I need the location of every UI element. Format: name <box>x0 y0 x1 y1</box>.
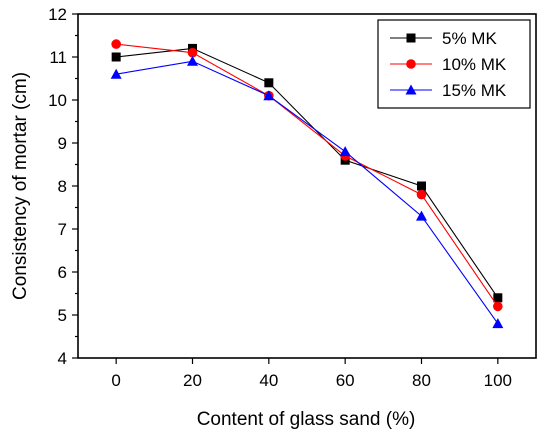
legend-marker <box>406 33 416 43</box>
data-point <box>264 78 274 88</box>
y-tick-label: 9 <box>58 134 67 153</box>
y-tick-label: 5 <box>58 306 67 325</box>
series-3 <box>110 55 504 329</box>
legend-label: 15% MK <box>442 81 507 100</box>
series-line <box>116 43 499 307</box>
legend-label: 5% MK <box>442 29 497 48</box>
data-point <box>416 189 427 200</box>
data-point <box>416 210 427 221</box>
data-point <box>339 146 351 157</box>
legend-marker <box>406 59 416 69</box>
legend-item: 15% MK <box>390 81 507 100</box>
data-point <box>417 181 426 191</box>
legend-label: 10% MK <box>442 55 507 74</box>
y-axis-title: Consistency of mortar (cm) <box>10 72 31 300</box>
data-point <box>493 301 503 312</box>
legend-item: 5% MK <box>390 29 497 48</box>
y-tick-label: 10 <box>48 91 67 110</box>
x-axis: 0 20 40 60 80 100 <box>111 358 512 390</box>
series-line <box>116 47 499 299</box>
x-axis-title: Content of glass sand (%) <box>197 409 416 430</box>
data-point <box>111 52 121 62</box>
data-point <box>493 293 503 303</box>
y-axis: 4 5 6 7 8 9 10 11 12 <box>48 5 78 368</box>
data-point <box>187 47 198 58</box>
x-tick-label: 40 <box>259 371 278 390</box>
y-tick-label: 8 <box>58 177 67 196</box>
series-line <box>116 60 499 324</box>
x-tick-label: 80 <box>412 371 431 390</box>
x-tick-label: 0 <box>111 371 120 390</box>
y-tick-label: 11 <box>49 48 67 67</box>
legend-marker <box>405 84 417 95</box>
y-tick-label: 12 <box>48 5 67 24</box>
series-layer <box>110 39 504 329</box>
y-tick-label: 4 <box>58 349 67 368</box>
data-point <box>110 68 122 79</box>
data-point <box>263 90 275 101</box>
legend: 5% MK 10% MK 15% MK <box>377 19 531 109</box>
legend-item: 10% MK <box>390 55 507 74</box>
x-tick-label: 20 <box>183 371 202 390</box>
x-tick-label: 100 <box>484 371 512 390</box>
x-tick-label: 60 <box>336 371 355 390</box>
data-point <box>111 39 121 49</box>
y-tick-label: 7 <box>58 220 67 239</box>
data-point <box>492 318 504 329</box>
data-point <box>187 55 198 66</box>
y-tick-label: 6 <box>58 263 67 282</box>
